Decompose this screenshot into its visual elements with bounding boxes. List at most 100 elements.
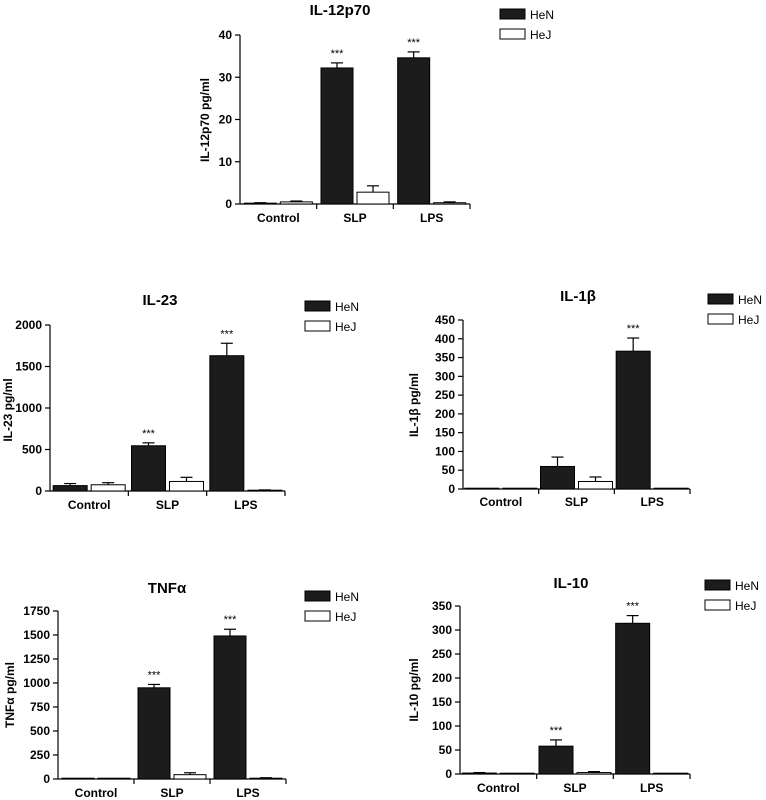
legend-label: HeJ (335, 610, 356, 624)
bar-hen (137, 687, 171, 780)
bar-hej (578, 480, 613, 490)
chart-il12p70: IL-12p70 IL-12p70 pg/ml 0 10 20 30 40 Control SL… (198, 2, 554, 225)
y-tick-label: 250 (435, 388, 455, 402)
y-axis-label: IL-10 pg/ml (407, 658, 421, 721)
y-tick-label: 0 (43, 772, 50, 786)
y-tick-label: 300 (432, 623, 452, 637)
legend-swatch-hen (499, 8, 526, 20)
legend-swatch-hen (304, 590, 331, 602)
category-label: Control (477, 781, 520, 795)
category-label: SLP (160, 786, 183, 800)
y-tick-label: 500 (30, 724, 50, 738)
legend-swatch-hen (704, 579, 731, 591)
y-axis-label: IL-12p70 pg/ml (198, 78, 212, 162)
y-tick-label: 0 (445, 767, 452, 781)
bar-hej (576, 772, 612, 775)
chart-il1b: IL-1β IL-1β pg/ml 0 50 100 150 200 250 300 350 400… (407, 288, 762, 509)
legend-label: HeN (735, 579, 759, 593)
category-label: Control (68, 498, 111, 512)
legend-swatch-hej (304, 320, 331, 332)
y-axis-label: IL-23 pg/ml (1, 378, 15, 441)
bar-hen (540, 465, 575, 490)
bar-hej (169, 480, 204, 492)
bar-hej (279, 201, 313, 205)
category-label: Control (75, 786, 118, 800)
y-axis-label: IL-1β pg/ml (407, 373, 421, 437)
bar-hen (52, 485, 88, 492)
category-label: LPS (640, 495, 663, 509)
y-tick-label: 100 (432, 719, 452, 733)
legend-swatch-hen (304, 300, 331, 312)
significance-label: *** (142, 428, 156, 440)
bar-hen (397, 57, 431, 205)
legend-swatch-hej (707, 313, 734, 325)
y-tick-label: 150 (435, 426, 455, 440)
y-tick-label: 40 (219, 28, 233, 42)
chart-title: IL-23 (142, 292, 177, 309)
y-tick-label: 200 (435, 407, 455, 421)
chart-il10: IL-10 IL-10 pg/ml 0 50 100 150 200 250 300 350 Con… (407, 575, 759, 795)
bar-hej (356, 191, 390, 205)
bar-hen (461, 772, 497, 775)
legend-label: HeN (738, 293, 762, 307)
legend-swatch-hen (707, 293, 734, 305)
y-tick-label: 500 (22, 443, 42, 457)
category-label: SLP (565, 495, 588, 509)
y-tick-label: 200 (432, 671, 452, 685)
y-tick-label: 400 (435, 332, 455, 346)
bar-hej (653, 487, 689, 490)
category-label: LPS (640, 781, 663, 795)
legend-swatch-hej (304, 610, 331, 622)
legend-label: HeJ (530, 28, 551, 42)
y-tick-label: 2000 (15, 318, 42, 332)
chart-title: IL-12p70 (310, 2, 371, 19)
y-tick-label: 1500 (23, 628, 50, 642)
bar-hej (97, 777, 131, 780)
bar-hen (615, 622, 651, 775)
chart-il23: IL-23 IL-23 pg/ml 0 500 1000 1500 2000 Control S… (1, 292, 359, 512)
significance-label: *** (407, 37, 421, 49)
y-tick-label: 20 (219, 113, 233, 127)
chart-title: TNFα (148, 580, 187, 597)
category-label: LPS (236, 786, 259, 800)
bar-hen (61, 777, 95, 780)
legend-label: HeN (335, 300, 359, 314)
chart-title: IL-1β (560, 288, 596, 305)
y-tick-label: 0 (225, 197, 232, 211)
bar-hen (615, 350, 651, 490)
y-tick-label: 750 (30, 700, 50, 714)
chart-title: IL-10 (553, 575, 588, 592)
significance-label: *** (626, 601, 640, 613)
bar-hej (499, 772, 535, 775)
y-tick-label: 1000 (15, 401, 42, 415)
y-tick-label: 150 (432, 695, 452, 709)
y-tick-label: 30 (219, 70, 233, 84)
bar-hen (464, 487, 500, 490)
y-tick-label: 1000 (23, 676, 50, 690)
category-label: SLP (156, 498, 179, 512)
bar-hej (433, 202, 467, 205)
y-tick-label: 350 (432, 599, 452, 613)
legend-label: HeJ (738, 313, 759, 327)
category-label: Control (257, 211, 300, 225)
y-tick-label: 50 (439, 743, 453, 757)
legend-label: HeJ (335, 320, 356, 334)
y-tick-label: 250 (432, 647, 452, 661)
y-tick-label: 300 (435, 369, 455, 383)
bar-hej (653, 772, 689, 775)
legend-swatch-hej (499, 28, 526, 40)
category-label: SLP (343, 211, 366, 225)
y-tick-label: 0 (35, 484, 42, 498)
legend-label: HeN (530, 8, 554, 22)
y-tick-label: 250 (30, 748, 50, 762)
significance-label: *** (224, 614, 238, 626)
y-tick-label: 1250 (23, 652, 50, 666)
bar-hej (502, 487, 538, 490)
bar-hen (209, 355, 245, 492)
y-tick-label: 350 (435, 351, 455, 365)
y-tick-label: 10 (219, 155, 233, 169)
legend-swatch-hej (704, 599, 731, 611)
bar-hej (173, 774, 207, 780)
significance-label: *** (627, 323, 641, 335)
bar-hej (90, 484, 126, 492)
